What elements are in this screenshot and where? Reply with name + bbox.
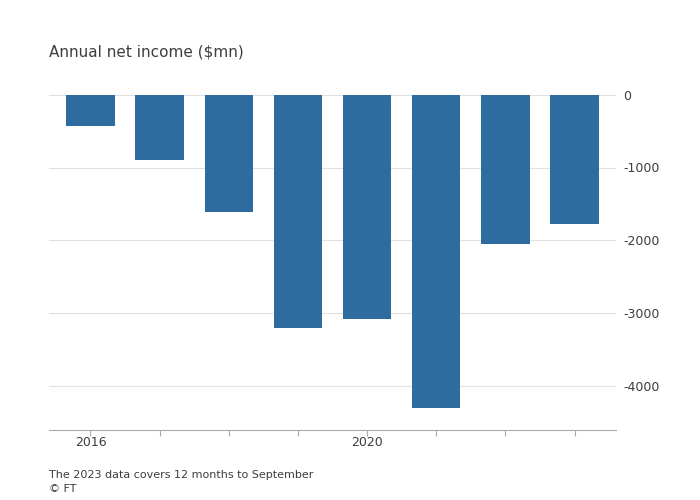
Bar <box>550 94 598 224</box>
Text: Annual net income ($mn): Annual net income ($mn) <box>49 45 244 60</box>
Text: © FT: © FT <box>49 484 76 494</box>
Bar <box>274 94 322 328</box>
Bar <box>343 94 391 319</box>
Bar <box>135 94 184 160</box>
Bar <box>412 94 461 408</box>
Text: The 2023 data covers 12 months to September: The 2023 data covers 12 months to Septem… <box>49 470 314 480</box>
Text: 2020: 2020 <box>351 436 383 449</box>
Text: 2016: 2016 <box>75 436 106 449</box>
Bar <box>204 94 253 212</box>
Bar <box>66 94 115 126</box>
Bar <box>481 94 530 244</box>
